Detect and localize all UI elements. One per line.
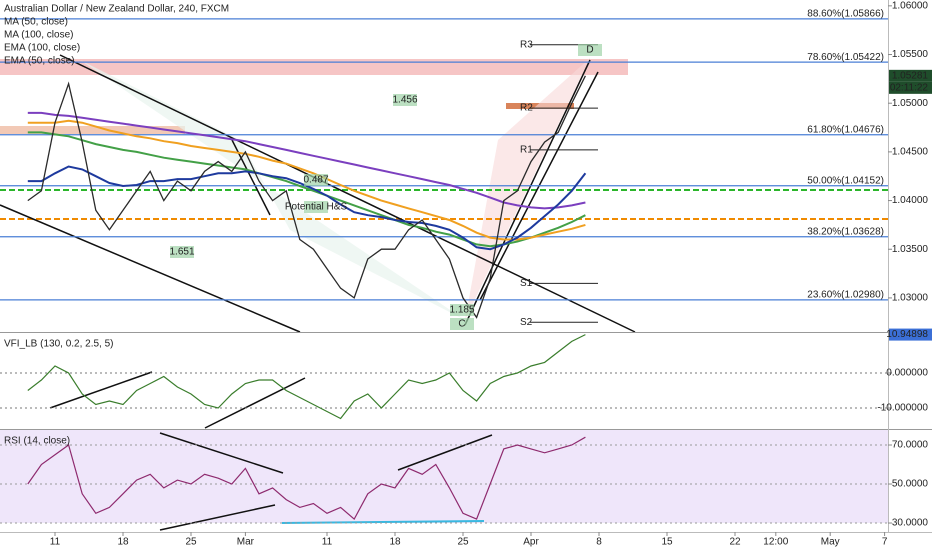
annotation: Potential H&S [285, 202, 348, 213]
x-tick-label: Mar [237, 537, 255, 548]
x-tick-label: 25 [457, 537, 469, 548]
pane-title: VFI_LB (130, 0.2, 2.5, 5) [4, 339, 114, 350]
price-line [27, 75, 586, 319]
trend-line [464, 59, 591, 326]
fib-label: 38.20%(1.03628) [807, 226, 884, 237]
annotation: 1.185 [449, 305, 474, 316]
legend-entry: EMA (100, close) [4, 43, 80, 54]
y-tick-label: 1.04500 [892, 147, 929, 158]
legend-entry: MA (100, close) [4, 30, 73, 41]
annotation-box [304, 201, 328, 213]
y-tick-label: 30.0000 [892, 518, 929, 529]
y-tick-label: 1.03000 [892, 293, 929, 304]
annotation-box [304, 174, 328, 186]
y-tick-label: 50.0000 [892, 479, 929, 490]
supply-zone [0, 59, 628, 75]
ma-line [27, 111, 586, 210]
annotation-box [393, 94, 417, 106]
annotation: 1.456 [392, 95, 417, 106]
trend-line [204, 377, 306, 429]
ma-line [27, 131, 586, 248]
last-value-label: 1.05281 [892, 70, 929, 81]
price-line [27, 436, 586, 521]
trend-line [397, 434, 493, 471]
y-tick-label: 1.04000 [892, 195, 929, 206]
pivot-label: S2 [520, 317, 533, 328]
annotation: D [586, 45, 593, 56]
pane-title: RSI (14, close) [4, 436, 70, 447]
ma-line [27, 119, 586, 241]
x-tick-label: 11 [50, 537, 61, 548]
trend-line [59, 54, 636, 333]
trend-line [0, 204, 301, 333]
y-tick-label: 1.05000 [892, 98, 929, 109]
countdown: 02:11:22 [890, 82, 929, 93]
x-tick-label: 7 [882, 537, 888, 548]
last-value-tag [889, 328, 932, 341]
pivot-label: R3 [520, 39, 533, 50]
pivot-label: R1 [520, 145, 533, 156]
x-tick-label: 12:00 [763, 537, 788, 548]
y-tick-label: 0.000000 [886, 368, 928, 379]
y-tick-label: 1.06000 [892, 0, 929, 11]
legend-entry: MA (50, close) [4, 17, 68, 28]
annotation-box [170, 246, 194, 258]
fib-label: 50.00%(1.04152) [807, 175, 884, 186]
pivot-label: R2 [520, 103, 533, 114]
annotation: C [458, 319, 465, 330]
y-tick-label: 70.0000 [892, 440, 929, 451]
price-line [27, 334, 586, 420]
annotation-box [450, 318, 474, 330]
annotation: 0.487 [303, 175, 328, 186]
trend-line [159, 504, 276, 531]
last-value-label: 10.94898 [886, 329, 928, 340]
annotation-box [450, 304, 474, 316]
fib-label: 23.60%(1.02980) [807, 290, 884, 301]
countdown-tag [889, 81, 932, 94]
x-tick-label: 18 [117, 537, 129, 548]
x-tick-label: 15 [661, 537, 673, 548]
x-tick-label: 22 [729, 537, 741, 548]
legend-entry: EMA (50, close) [4, 56, 75, 67]
annotation: 1.651 [169, 247, 194, 258]
trend-lines [0, 54, 636, 531]
last-value-tag [889, 69, 932, 82]
annotation-box [578, 44, 602, 56]
fib-label: 61.80%(1.04676) [807, 124, 884, 135]
rsi-band [0, 430, 888, 523]
y-tick-label: -10.000000 [877, 403, 928, 414]
x-tick-label: 11 [322, 537, 333, 548]
trend-line [159, 432, 284, 474]
pane-title: Australian Dollar / New Zealand Dollar, … [4, 4, 229, 15]
pivot-label: S1 [520, 278, 533, 289]
x-tick-label: 18 [389, 537, 401, 548]
trend-line [49, 371, 153, 409]
x-tick-label: 25 [185, 537, 197, 548]
x-tick-label: Apr [523, 537, 539, 548]
y-tick-label: 1.03500 [892, 244, 929, 255]
x-tick-label: May [821, 537, 840, 548]
fib-label: 78.60%(1.05422) [807, 52, 884, 63]
fib-label: 88.60%(1.05866) [807, 9, 884, 20]
y-tick-label: 1.05500 [892, 49, 929, 60]
zone [0, 126, 185, 134]
x-tick-label: 8 [596, 537, 602, 548]
